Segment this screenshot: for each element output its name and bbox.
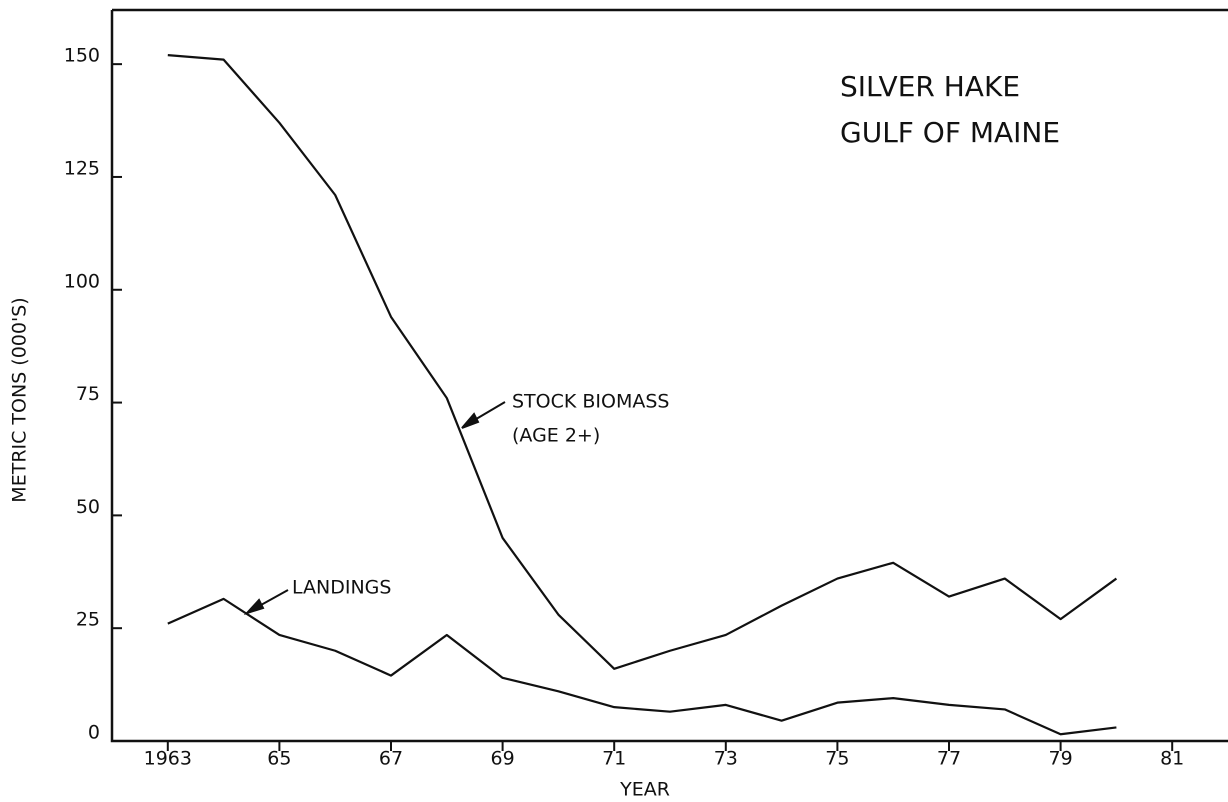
data-line [167, 597, 1117, 736]
x-tick-label: 71 [602, 748, 626, 770]
y-tick-label: 150 [64, 45, 100, 67]
x-tick-label: 1963 [144, 748, 192, 770]
x-tick-label: 67 [379, 748, 403, 770]
y-axis-label: METRIC TONS (000'S) [9, 297, 31, 502]
arrowhead [461, 412, 480, 429]
annotation: (AGE 2+) [512, 425, 600, 447]
annotation: STOCK BIOMASS [512, 391, 670, 413]
axes-frame [110, 8, 1228, 743]
y-tick-label: 0 [88, 722, 100, 744]
x-tick-label: 69 [491, 748, 515, 770]
y-tick-label: 125 [64, 157, 100, 179]
chart-subtitle: GULF OF MAINE [840, 116, 1060, 149]
data-line [167, 54, 1118, 670]
arrows [243, 401, 506, 616]
x-tick-label: 65 [267, 748, 291, 770]
annotation: LANDINGS [292, 577, 391, 599]
x-tick-label: 73 [714, 748, 738, 770]
x-tick-label: 81 [1160, 748, 1184, 770]
y-tick-label: 50 [76, 496, 100, 518]
chart-title: SILVER HAKE [840, 70, 1020, 103]
y-tick-label: 100 [64, 270, 100, 292]
y-tick-label: 75 [76, 383, 100, 405]
x-tick-label: 75 [825, 748, 849, 770]
x-tick-label: 77 [937, 748, 961, 770]
arrowhead [243, 598, 265, 616]
x-axis-label: YEAR [619, 779, 670, 801]
y-tick-label: 25 [76, 609, 100, 631]
x-tick-label: 79 [1049, 748, 1073, 770]
